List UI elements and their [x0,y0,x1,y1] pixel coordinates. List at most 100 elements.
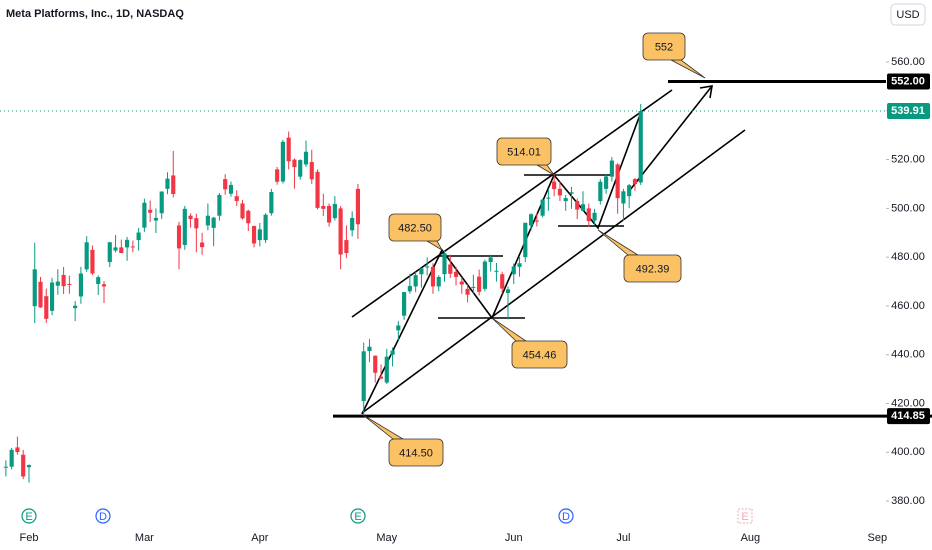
candle-body [638,111,643,183]
candle-body [217,194,222,216]
y-tick-label: 400.00 [891,446,925,458]
callout-label: 552 [655,41,673,53]
candle-body [563,198,568,202]
candle-body [188,215,193,220]
candle-body [153,217,159,221]
callout-pointer [670,59,706,79]
candle-body [390,350,395,355]
candle-body [523,222,528,258]
candle-body [453,271,459,277]
x-tick-label: Aug [741,532,761,544]
candle-body [442,253,447,275]
candle-body [119,247,124,254]
y-tick-label: 560.00 [891,56,925,68]
candle-body [627,185,632,197]
candle-body [505,289,511,294]
candle-body [367,346,372,352]
candle-body [477,276,482,292]
candle-body [407,285,412,292]
callout-box [511,340,568,369]
candle-body [609,160,614,177]
candle-body [130,246,135,248]
candle-body [471,286,476,288]
candle-body [528,214,534,226]
candle-body [465,288,470,295]
callout-label: 482.50 [398,222,432,234]
candle-body [557,188,563,196]
event-label: E [741,511,748,523]
event-label: D [99,511,107,523]
candle-body [257,229,262,241]
price-tag [887,103,930,120]
candle-body [3,466,8,468]
candle-body [176,225,182,249]
callout-label: 454.46 [523,349,557,361]
candle-body [500,274,505,289]
candle-body [303,151,309,165]
candle-body [32,269,37,307]
candle-body [223,179,228,190]
candle-body [604,176,609,189]
candle-body [21,454,26,477]
y-tick-label: 520.00 [891,153,925,165]
candle-body [552,181,557,190]
callout-label: 492.39 [636,263,670,275]
event-badge [350,508,366,524]
callout-label: 514.01 [507,146,541,158]
candle-body [586,208,591,222]
candle-body [534,220,539,222]
price-tag-label: 539.91 [891,105,925,117]
x-tick-label: Jun [505,532,523,544]
callout-pointer [597,229,640,256]
candle-body [171,175,176,194]
candle-body [580,204,586,211]
candle-body [159,191,164,214]
candle-body [107,242,112,263]
candle-body [326,205,332,223]
y-tick-label: 380.00 [891,495,925,507]
candle-body [205,215,210,226]
candle-body [84,242,89,270]
candle-body [49,282,55,311]
price-tag-label: 552.00 [891,75,925,87]
callout-box [623,254,682,283]
candle-body [44,296,49,319]
event-label: E [354,511,361,523]
candle-body [425,266,430,268]
x-tick-label: Jul [616,532,630,544]
candle-body [321,205,326,209]
callout-pointer [362,414,405,440]
event-label: D [562,511,570,523]
candle-body [494,270,499,272]
candle-body [55,281,60,286]
candle-body [61,274,66,287]
candle-body [269,192,274,214]
event-badge [737,508,753,524]
x-tick-label: Feb [19,532,38,544]
candle-body [275,169,280,182]
currency-button[interactable] [890,3,926,26]
candle-body [136,232,141,241]
candle-body [263,214,268,241]
candle-body [592,212,597,221]
candle-body [125,239,130,248]
candle-body [350,217,355,231]
zigzag [361,111,642,415]
arrow-head [699,85,713,99]
callout-box [496,137,552,166]
candle-body [488,257,493,263]
candle-body [517,263,522,267]
x-tick-label: Mar [135,532,154,544]
candle-body [246,210,251,224]
candle-body [355,188,361,225]
candle-body [211,217,216,228]
candle-body [448,264,453,274]
event-badge [558,508,574,524]
candle-body [511,266,516,275]
chart-title: Meta Platforms, Inc., 1D, NASDAQ [6,8,184,20]
y-tick-label: 460.00 [891,300,925,312]
candle-body [96,277,101,284]
candle-body [413,275,418,287]
candle-body [148,209,153,213]
candle-body [430,266,436,287]
